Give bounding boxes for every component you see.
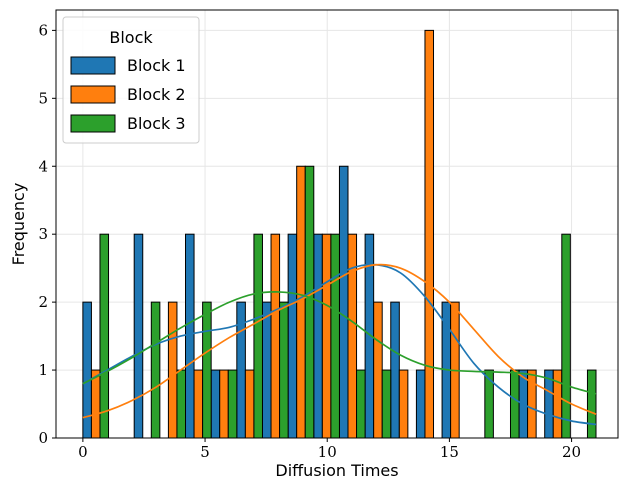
y-tick-label: 4 (38, 157, 48, 175)
y-tick-label: 5 (38, 89, 48, 107)
bar-block-3-bin-0 (99, 233, 110, 439)
bar-block-2-bin-10 (347, 233, 358, 439)
legend-swatch-block-3 (70, 114, 116, 133)
y-tick-label: 1 (38, 361, 48, 379)
bar-block-2-bin-12 (398, 369, 409, 439)
bar-block-1-bin-12 (390, 301, 400, 439)
bar-block-2-bin-3 (167, 301, 178, 439)
bar-block-1-bin-8 (287, 233, 298, 439)
bar-block-1-bin-2 (133, 233, 144, 439)
bar-block-3-bin-4 (202, 301, 212, 439)
kde-line-block-2 (82, 263, 597, 419)
legend-swatch-block-2 (70, 85, 116, 104)
bar-block-3-bin-2 (150, 301, 161, 439)
legend-swatch-block-1 (70, 56, 116, 75)
histogram-bars (82, 29, 597, 439)
x-tick-label: 20 (562, 443, 581, 461)
kde-line-block-3 (82, 291, 597, 395)
bar-block-3-bin-11 (381, 369, 392, 439)
y-tick-label: 3 (38, 225, 48, 243)
bar-block-2-bin-8 (296, 165, 306, 439)
bar-block-2-bin-5 (219, 369, 229, 439)
bar-block-1-bin-13 (415, 369, 426, 439)
axis-ticks: 0 5 10 15 20 0 1 2 3 4 5 6 (38, 21, 581, 461)
legend-label-block-1: Block 1 (127, 56, 186, 75)
bar-block-2-bin-7 (270, 233, 281, 439)
x-axis-label: Diffusion Times (275, 461, 398, 480)
bar-block-3-bin-7 (279, 301, 289, 439)
kde-line-block-1 (82, 263, 597, 426)
y-tick-label: 6 (38, 21, 48, 39)
bar-block-2-bin-9 (321, 233, 332, 439)
y-tick-label: 0 (38, 429, 48, 447)
bar-block-2-bin-6 (244, 369, 255, 439)
bar-block-3-bin-18 (561, 233, 571, 439)
legend-label-block-2: Block 2 (127, 85, 186, 104)
bar-block-1-bin-4 (185, 233, 195, 439)
kde-curves (82, 263, 597, 426)
bar-block-1-bin-9 (313, 233, 323, 439)
bar-block-1-bin-10 (338, 165, 349, 439)
bar-block-1-bin-5 (210, 369, 221, 439)
legend: Block Block 1 Block 2 Block 3 (62, 16, 200, 144)
bar-block-1-bin-7 (261, 301, 272, 439)
bar-block-3-bin-19 (586, 369, 597, 439)
bar-block-2-bin-0 (90, 369, 101, 439)
x-tick-label: 5 (200, 443, 210, 461)
bar-block-2-bin-4 (193, 369, 204, 439)
x-tick-label: 0 (78, 443, 88, 461)
legend-label-block-3: Block 3 (127, 114, 186, 133)
y-axis-label: Frequency (9, 183, 28, 266)
bar-block-3-bin-15 (484, 369, 494, 439)
bar-block-2-bin-13 (424, 29, 435, 439)
bar-block-2-bin-11 (373, 301, 383, 439)
bar-block-3-bin-8 (304, 165, 315, 439)
bar-block-3-bin-5 (227, 369, 238, 439)
bar-block-3-bin-3 (176, 369, 187, 439)
x-tick-label: 15 (440, 443, 459, 461)
x-tick-label: 10 (318, 443, 337, 461)
legend-items: Block 1 Block 2 Block 3 (70, 56, 186, 133)
bar-block-3-bin-9 (330, 233, 340, 439)
bar-block-3-bin-16 (509, 369, 520, 439)
y-tick-label: 2 (38, 293, 48, 311)
plot-frame (55, 9, 619, 439)
legend-title: Block (109, 28, 153, 47)
bar-block-3-bin-10 (356, 369, 366, 439)
legend-box (62, 16, 200, 144)
bar-block-3-bin-6 (253, 233, 263, 439)
